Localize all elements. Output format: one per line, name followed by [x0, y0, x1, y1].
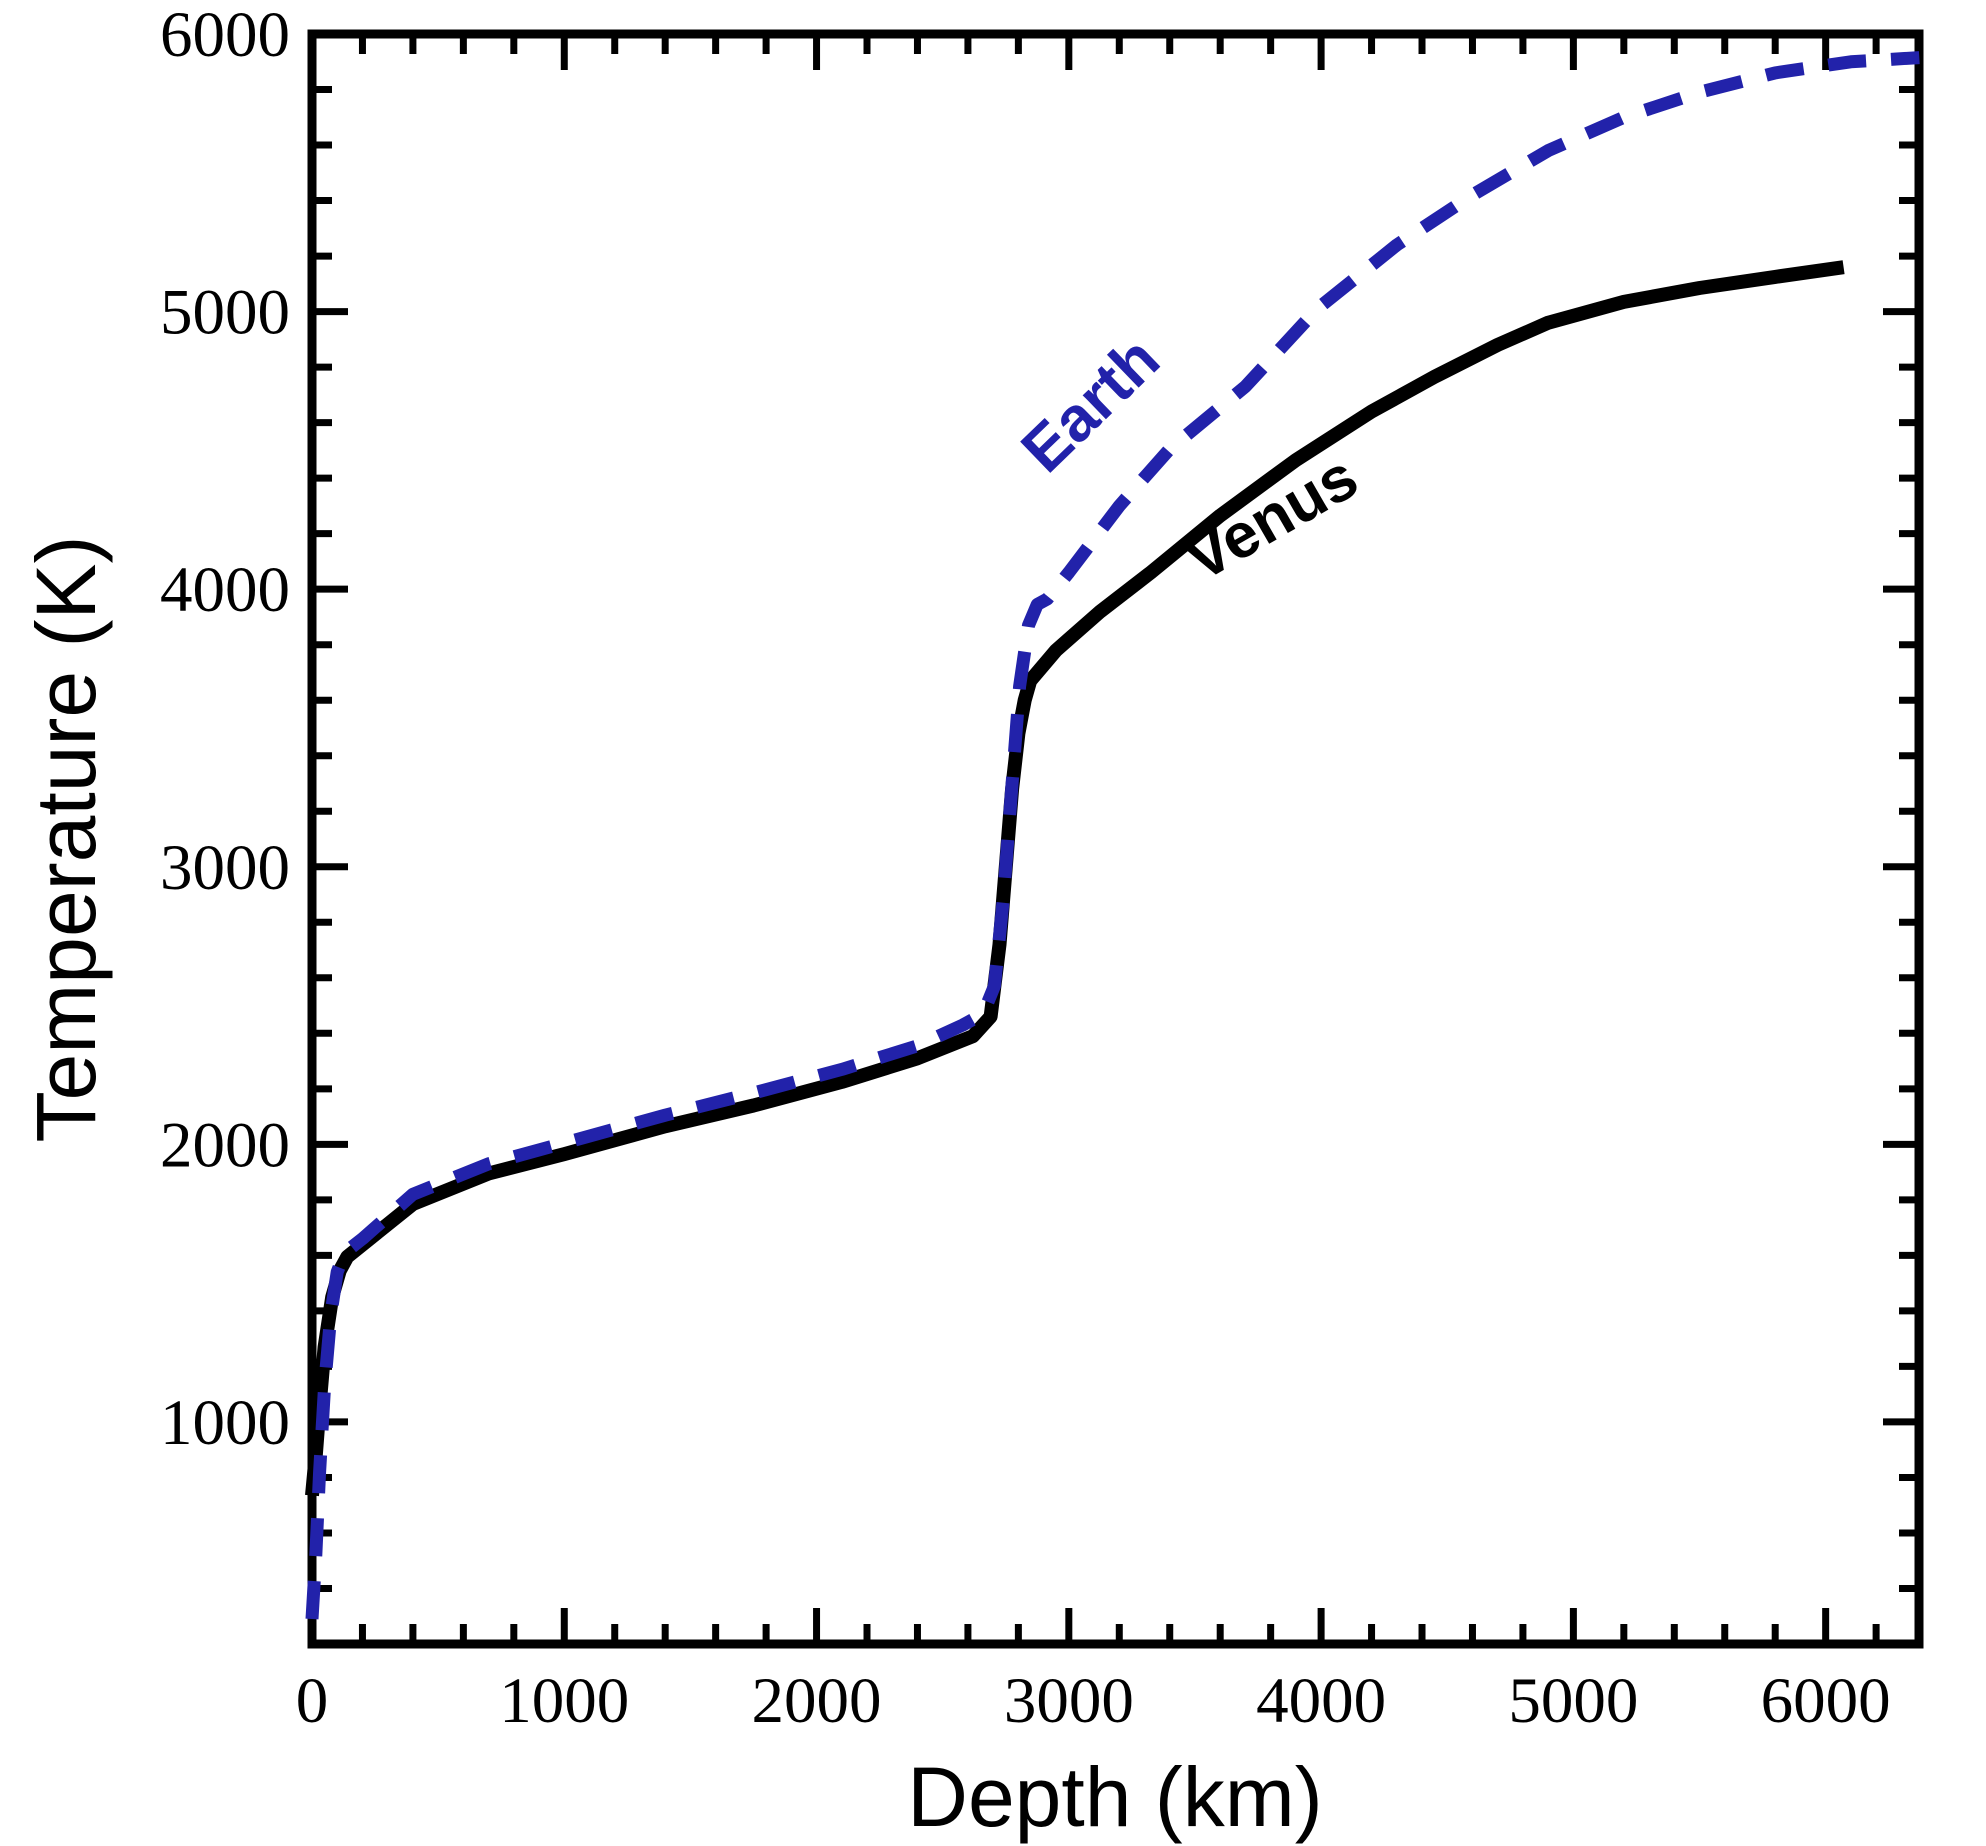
x-axis-tick-label: 0: [296, 1665, 329, 1737]
plot-frame: [307, 29, 1924, 1649]
series-label-earth: Earth: [1008, 324, 1172, 486]
y-axis-tick-label: 2000: [160, 1109, 290, 1181]
y-axis-tick-label: 5000: [160, 277, 290, 349]
y-axis-title: Temperature (K): [19, 536, 113, 1143]
x-axis-tick-label: 2000: [752, 1665, 882, 1737]
y-axis-tick-label: 6000: [160, 0, 290, 71]
y-axis-tick-label: 1000: [160, 1387, 290, 1459]
x-axis-tick-label: 6000: [1761, 1665, 1891, 1737]
x-axis-title: Depth (km): [907, 1750, 1322, 1844]
y-axis-tick-label: 4000: [160, 554, 290, 626]
series-label-venus: Venus: [1174, 442, 1370, 595]
x-axis-tick-label: 4000: [1256, 1665, 1386, 1737]
x-axis-tick-label: 5000: [1508, 1665, 1638, 1737]
y-axis-tick-label: 3000: [160, 832, 290, 904]
x-axis-tick-label: 1000: [499, 1665, 629, 1737]
x-axis-tick-label: 3000: [1004, 1665, 1134, 1737]
